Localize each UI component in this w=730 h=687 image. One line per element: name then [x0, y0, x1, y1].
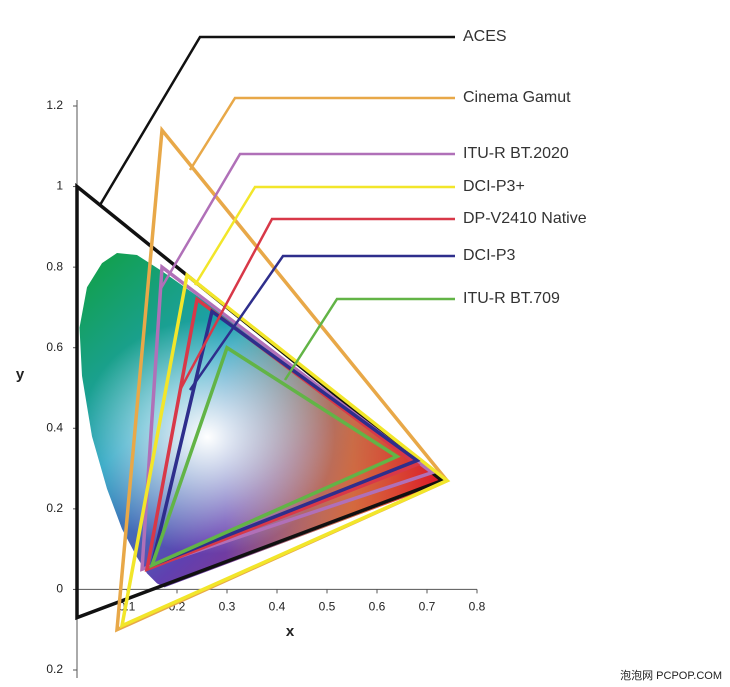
legend-label: Cinema Gamut [463, 89, 571, 106]
x-tick-label: 0.3 [219, 600, 236, 614]
y-tick-label: 0.4 [46, 420, 63, 434]
gamut-triangle [119, 272, 451, 629]
legend-label: ITU-R BT.709 [463, 290, 560, 307]
x-tick-label: 0.7 [419, 600, 436, 614]
watermark: 泡泡网 PCPOP.COM [620, 668, 722, 682]
y-tick-label: 0.6 [46, 340, 63, 354]
y-tick-label: 0.8 [46, 259, 63, 273]
legend-leader [283, 297, 455, 381]
gamut-triangle [149, 308, 421, 569]
legend-leader [193, 185, 455, 286]
legend-leader [98, 35, 455, 206]
legend-leader [188, 96, 455, 171]
legend-leader [178, 217, 455, 391]
legend-label: DP-V2410 Native [463, 210, 587, 227]
x-tick-label: 0.8 [469, 600, 486, 614]
y-tick-label: 0.2 [46, 662, 63, 676]
x-tick-label: 0.4 [269, 600, 286, 614]
x-tick-label: 0.5 [319, 600, 336, 614]
legend-leader [158, 152, 455, 291]
y-tick-label: 0.2 [46, 501, 63, 515]
legend-label: ITU-R BT.2020 [463, 145, 569, 162]
x-axis-label: x [286, 623, 295, 640]
y-tick-label: 1 [56, 179, 63, 193]
legend-label: DCI-P3 [463, 247, 516, 264]
x-tick-label: 0.6 [369, 600, 386, 614]
gamut-triangle [140, 263, 436, 572]
legend-leader [188, 254, 455, 391]
y-tick-label: 1.2 [46, 98, 63, 112]
gamut-triangle [149, 345, 401, 569]
legend-label: ACES [463, 28, 507, 45]
legend-label: DCI-P3+ [463, 178, 525, 195]
spectral-locus-white [79, 253, 445, 588]
y-tick-label: 0 [56, 582, 63, 596]
y-axis-label: y [16, 366, 25, 383]
